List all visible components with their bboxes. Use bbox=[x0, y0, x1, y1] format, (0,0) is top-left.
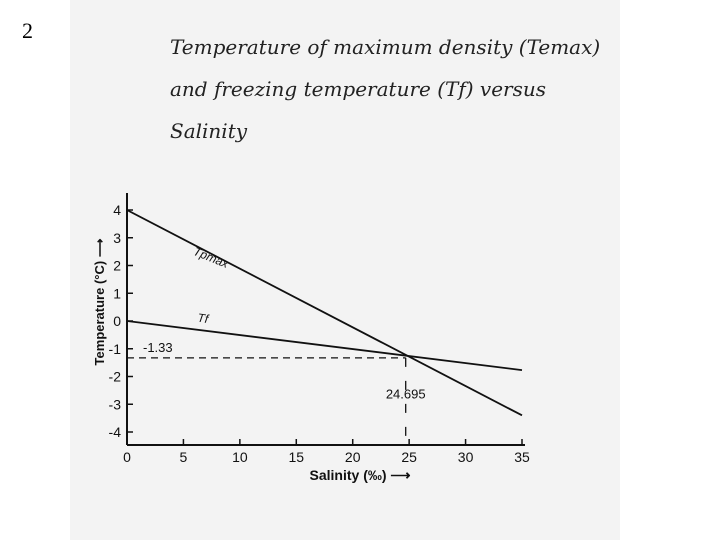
y-tick-label: 4 bbox=[113, 202, 121, 218]
slide-number: 2 bbox=[22, 18, 33, 43]
scanned-figure-background bbox=[70, 0, 620, 540]
x-tick-label: 20 bbox=[345, 449, 361, 465]
y-tick-label: -4 bbox=[109, 424, 122, 440]
series-label-tpmax: Tpmax bbox=[191, 244, 231, 271]
y-tick-label: 2 bbox=[113, 258, 121, 274]
x-tick-label: 15 bbox=[288, 449, 304, 465]
x-ticks: 0 5 10 15 20 25 30 35 bbox=[123, 439, 530, 465]
series-group: Tpmax Tf bbox=[126, 209, 523, 417]
series-line-tf bbox=[126, 320, 523, 372]
intersection-temperature-label: -1.33 bbox=[143, 340, 173, 355]
x-tick-label: 0 bbox=[123, 449, 131, 465]
y-tick-label: 0 bbox=[113, 313, 121, 329]
y-axis-label: Temperature (°C) ⟶ bbox=[92, 238, 107, 365]
axes bbox=[126, 193, 525, 446]
title-line-1: Temperature of maximum density (Temax) bbox=[170, 35, 601, 59]
y-ticks: 4 3 2 1 0 -1 -2 -3 -4 bbox=[109, 202, 133, 440]
series-line-tpmax bbox=[126, 209, 523, 417]
title-line-2: and freezing temperature (Tf) versus bbox=[170, 77, 547, 101]
x-tick-label: 5 bbox=[180, 449, 188, 465]
x-axis-label: Salinity (‰) ⟶ bbox=[310, 467, 411, 483]
x-tick-label: 10 bbox=[232, 449, 248, 465]
y-tick-label: 3 bbox=[113, 230, 121, 246]
x-tick-label: 35 bbox=[514, 449, 530, 465]
x-tick-label: 25 bbox=[401, 449, 417, 465]
annotations: -1.33 24.695 bbox=[127, 340, 426, 445]
chart-title: Temperature of maximum density (Temax) a… bbox=[170, 26, 610, 152]
y-tick-label: 1 bbox=[113, 285, 121, 301]
y-tick-label: -2 bbox=[109, 369, 122, 385]
y-tick-label: -1 bbox=[109, 341, 122, 357]
y-tick-label: -3 bbox=[109, 396, 122, 412]
title-line-3: Salinity bbox=[170, 119, 248, 143]
x-tick-label: 30 bbox=[458, 449, 474, 465]
intersection-salinity-label: 24.695 bbox=[386, 387, 426, 402]
series-label-tf: Tf bbox=[197, 311, 211, 327]
